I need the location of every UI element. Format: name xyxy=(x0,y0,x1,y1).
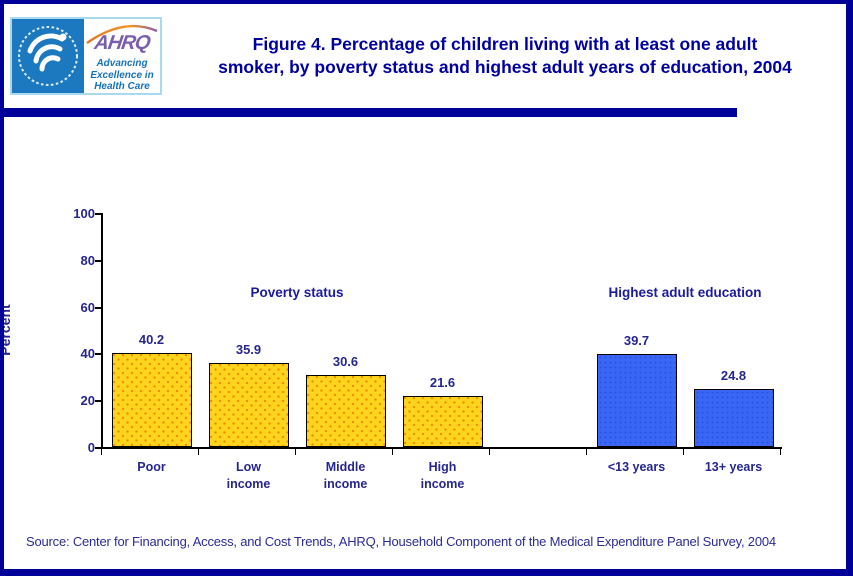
bar-middle-income xyxy=(305,375,386,447)
source-note: Source: Center for Financing, Access, an… xyxy=(26,534,776,549)
x-tick-mark xyxy=(295,449,296,455)
figure-title-line2: smoker, by poverty status and highest ad… xyxy=(218,57,792,77)
bar-low-income xyxy=(208,363,289,447)
tagline-line: Advancing xyxy=(96,58,148,69)
y-axis-label: Percent xyxy=(0,304,13,356)
bar-chart: Percent 0 20 40 60 80 100 40.2 Poor 35.9 Low inco… xyxy=(4,124,846,514)
agency-logo: AHRQ Advancing Excellence in Health Care xyxy=(10,17,162,95)
x-tick-mark xyxy=(586,449,587,455)
x-category-high-income: High income xyxy=(420,460,465,491)
y-tick-label: 0 xyxy=(87,440,95,455)
y-tick-mark xyxy=(95,213,101,215)
tagline-line: Excellence in xyxy=(90,69,154,81)
x-category-13-years: 13+ years xyxy=(704,460,763,474)
tagline-line: Health Care xyxy=(94,81,150,92)
figure-title: Figure 4. Percentage of children living … xyxy=(164,33,846,79)
bar-value-13-years: 39.7 xyxy=(623,333,650,348)
x-tick-mark xyxy=(489,449,490,455)
x-tick-mark xyxy=(101,449,102,455)
y-tick-mark xyxy=(95,260,101,262)
bar-13-years xyxy=(693,389,774,447)
hhs-seal-icon xyxy=(12,19,84,93)
group-label-poverty-status: Poverty status xyxy=(250,285,344,300)
y-tick-label: 40 xyxy=(80,346,95,361)
ahrq-tagline: Advancing Excellence in Health Care xyxy=(84,58,160,93)
x-category-13-years: <13 years xyxy=(607,460,666,474)
figure-title-line1: Figure 4. Percentage of children living … xyxy=(252,34,758,54)
y-axis-line xyxy=(101,213,103,449)
bar-value-13-years: 24.8 xyxy=(720,368,747,383)
y-tick-label: 80 xyxy=(80,253,95,268)
bar-high-income xyxy=(402,396,483,447)
y-tick-mark xyxy=(95,353,101,355)
bar-value-middle-income: 30.6 xyxy=(332,354,359,369)
x-category-low-income: Low income xyxy=(226,460,271,491)
bar-value-poor: 40.2 xyxy=(138,332,165,347)
bar-value-low-income: 35.9 xyxy=(235,342,262,357)
x-axis-line xyxy=(101,447,782,449)
bar-13-years xyxy=(596,354,677,447)
y-tick-mark xyxy=(95,447,101,449)
group-label-highest-adult-education: Highest adult education xyxy=(608,285,762,300)
x-tick-mark xyxy=(392,449,393,455)
ahrq-logo: AHRQ Advancing Excellence in Health Care xyxy=(84,19,160,93)
y-tick-label: 60 xyxy=(80,300,95,315)
x-tick-mark xyxy=(683,449,684,455)
x-tick-mark xyxy=(198,449,199,455)
y-tick-mark xyxy=(95,400,101,402)
header-divider-bar xyxy=(4,108,737,117)
x-tick-mark xyxy=(780,449,781,455)
y-tick-label: 100 xyxy=(73,206,95,221)
ahrq-wordmark: AHRQ xyxy=(93,32,152,54)
x-category-poor: Poor xyxy=(137,460,166,474)
y-tick-mark xyxy=(95,307,101,309)
bar-poor xyxy=(111,353,192,447)
y-tick-label: 20 xyxy=(80,393,95,408)
bar-value-high-income: 21.6 xyxy=(429,375,456,390)
x-category-middle-income: Middle income xyxy=(323,460,368,491)
